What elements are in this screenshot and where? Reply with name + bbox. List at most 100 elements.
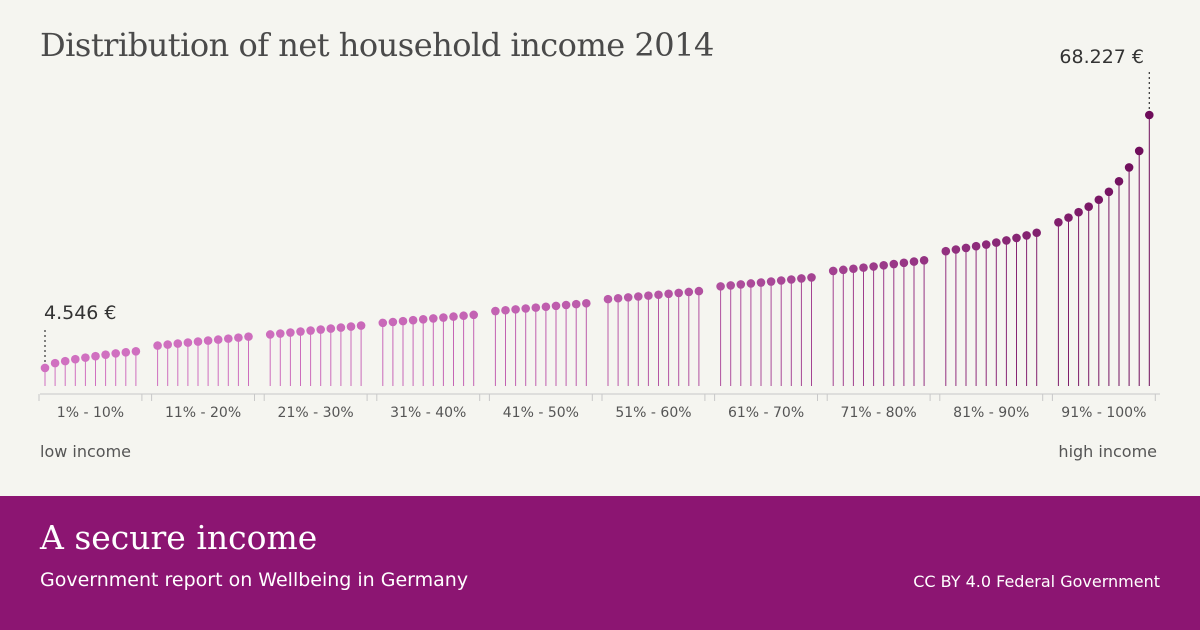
footer-subtitle: Government report on Wellbeing in German… <box>40 569 469 591</box>
lollipop-dot <box>388 317 398 327</box>
footer-title: A secure income <box>40 518 318 557</box>
lollipop-dot <box>60 356 70 366</box>
lollipop-dot <box>131 346 141 356</box>
lollipop-dot <box>644 291 653 300</box>
lollipop-dot <box>81 353 90 362</box>
lollipop-dot <box>91 351 100 361</box>
lollipop-dot <box>603 294 613 304</box>
lollipop-dot <box>408 315 418 325</box>
lollipop-chart: 1% - 10% 11% - 20% 21% - 30% 31% - 40% 41% -… <box>38 46 1160 421</box>
lollipop-dot <box>336 323 346 332</box>
lollipop-dot <box>111 349 120 358</box>
lollipop-dot <box>1022 231 1031 240</box>
lollipop-dot <box>398 316 408 326</box>
lollipop-dot <box>276 329 285 338</box>
lollipop-dot <box>193 337 203 346</box>
lollipop-dot <box>224 334 233 343</box>
lollipop-dot <box>1074 207 1083 217</box>
lollipop-dot <box>234 333 243 342</box>
lollipop-dot <box>1104 187 1114 197</box>
lollipop-dot <box>961 243 971 253</box>
lollipop-dot <box>153 341 162 350</box>
lollipop-dot <box>449 312 458 321</box>
lollipop-dot <box>766 277 776 286</box>
lollipop-dot <box>378 318 388 328</box>
lollipop-dot <box>561 300 571 310</box>
lollipop-dot <box>828 266 838 276</box>
lollipop-dot <box>849 264 858 274</box>
lollipop-dot <box>501 305 510 315</box>
group-tick-label: 21% - 30% <box>278 405 354 421</box>
group-tick-label: 61% - 70% <box>728 405 804 421</box>
lollipop-dot <box>286 328 295 337</box>
lollipop-dot <box>889 259 899 269</box>
lollipop-dot <box>439 313 448 322</box>
group-tick-label: 31% - 40% <box>390 405 466 421</box>
lollipop-dot <box>899 258 909 268</box>
lollipop-dot <box>613 293 623 303</box>
lollipop-dot <box>694 286 704 296</box>
lollipop-dot <box>213 335 223 344</box>
lollipop-dot <box>50 358 60 368</box>
lollipop-dot <box>346 322 356 331</box>
lollipop-dot <box>1114 176 1124 186</box>
lollipop-dot <box>684 287 694 297</box>
lollipop-dot <box>623 293 633 302</box>
lollipop-dot <box>183 338 193 347</box>
lollipop-dot <box>634 292 643 301</box>
group-tick-label: 11% - 20% <box>165 405 241 421</box>
lollipop-dot <box>244 332 253 341</box>
lollipop-dot <box>101 350 110 359</box>
lollipop-dot <box>1012 233 1021 243</box>
lollipop-dot <box>746 279 756 288</box>
lollipop-dot <box>429 314 438 323</box>
lollipop-dot <box>418 315 428 324</box>
lollipop-dot <box>664 289 673 299</box>
lollipop-dot <box>459 311 468 321</box>
lollipop-dot <box>726 281 735 290</box>
group-tick-label: 81% - 90% <box>953 405 1029 421</box>
lollipop-dot <box>40 363 50 373</box>
lollipop-dot <box>326 324 336 333</box>
lollipop-dot <box>797 274 806 283</box>
lollipop-dot <box>1094 195 1104 205</box>
lollipop-dot <box>521 304 530 313</box>
lollipop-dot <box>121 347 131 357</box>
lollipop-dot <box>1064 213 1073 222</box>
lollipop-dot <box>1054 217 1063 227</box>
lollipop-dot <box>541 302 551 312</box>
lollipop-dot <box>531 303 541 312</box>
lollipop-dot <box>491 306 500 316</box>
lollipop-dot <box>469 310 479 320</box>
lollipop-dot <box>571 299 581 309</box>
high-income-label: high income <box>1058 442 1157 461</box>
low-income-label: low income <box>40 442 132 461</box>
min-value-label: 4.546 € <box>44 302 117 324</box>
lollipop-dot <box>971 241 981 251</box>
lollipop-dot <box>163 340 172 349</box>
lollipop-dot <box>879 260 888 270</box>
group-tick-label: 71% - 80% <box>841 405 917 421</box>
lollipop-dot <box>736 280 746 289</box>
lollipop-dot <box>839 265 848 275</box>
group-tick-label: 1% - 10% <box>57 405 124 421</box>
lollipop-dot <box>941 246 951 256</box>
lollipop-dot <box>71 354 80 364</box>
lollipop-dot <box>1124 163 1134 172</box>
license-credit: CC BY 4.0 Federal Government <box>913 572 1160 591</box>
lollipop-dot <box>582 298 591 308</box>
lollipop-dot <box>654 290 663 300</box>
lollipop-dot <box>511 305 520 314</box>
lollipop-dot <box>869 262 878 271</box>
lollipop-dot <box>1032 228 1041 238</box>
lollipop-dot <box>551 301 561 311</box>
lollipop-dot <box>265 330 275 339</box>
lollipop-dot <box>919 255 929 265</box>
lollipop-dot <box>807 273 816 282</box>
lollipop-dot <box>981 240 991 249</box>
lollipop-dot <box>203 336 213 345</box>
lollipop-dot <box>776 276 786 285</box>
chart-title: Distribution of net household income 201… <box>40 26 714 64</box>
lollipop-dot <box>787 275 796 284</box>
lollipop-dot <box>951 245 961 254</box>
